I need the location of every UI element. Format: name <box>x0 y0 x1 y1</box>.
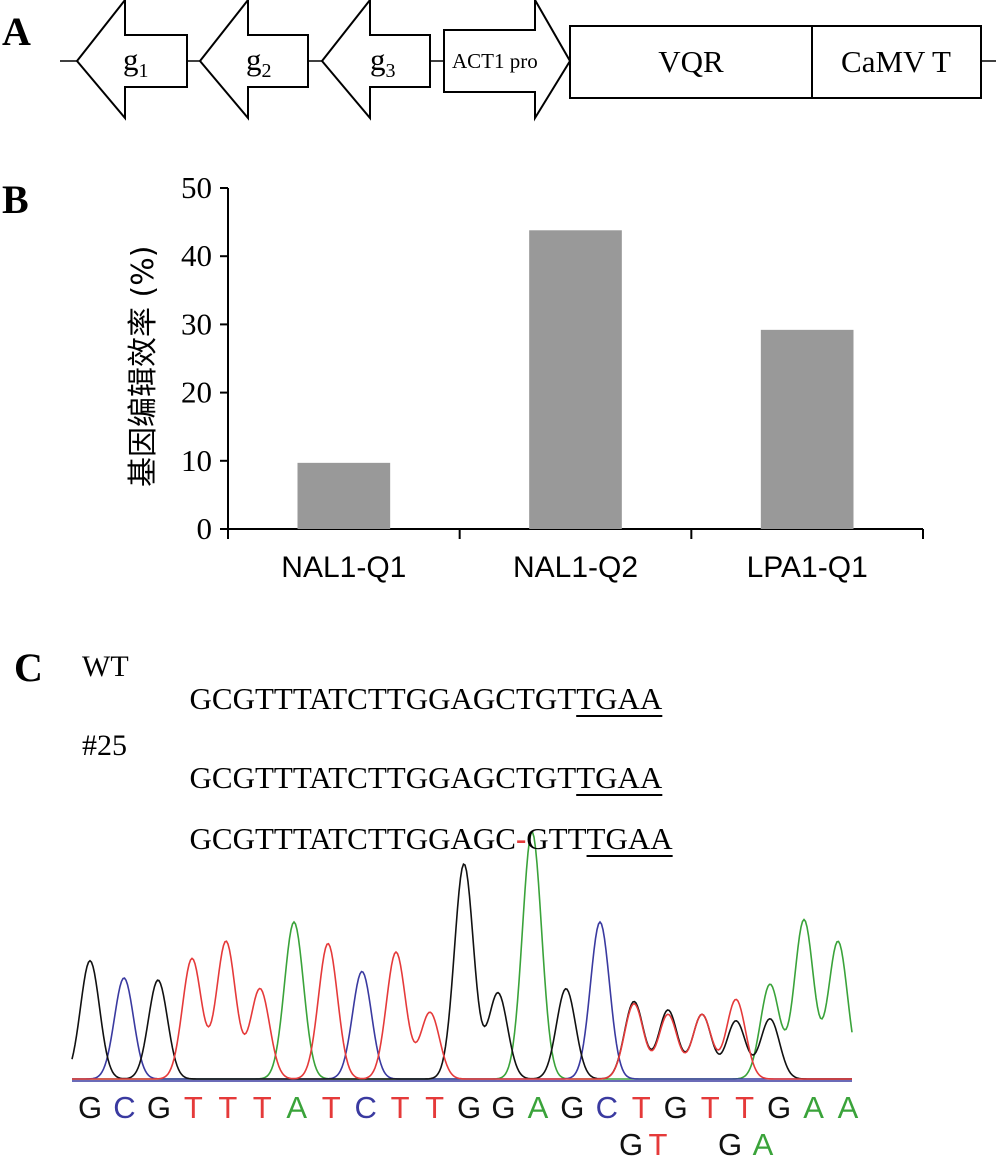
vqr-label: VQR <box>658 44 724 79</box>
mutant-allele-2-pam: TGAA <box>586 821 673 856</box>
camv-terminator-label: CaMV T <box>841 44 951 79</box>
bar-lpa1-q1 <box>760 329 854 529</box>
y-tick-label: 0 <box>197 511 213 546</box>
trace-g <box>71 863 852 1080</box>
y-tick-label: 40 <box>181 238 212 273</box>
camv-terminator-box <box>811 25 982 99</box>
y-tick-label: 30 <box>181 306 212 341</box>
mutant-allele-1-pam: TGAA <box>576 760 663 795</box>
base-call: T <box>735 1090 754 1125</box>
base-call: G <box>560 1090 584 1125</box>
g1-label: g1 <box>123 42 149 82</box>
x-tick-label: NAL1-Q2 <box>513 551 638 584</box>
construct-diagram: g1 g2 g3 ACT1 pro VQR CaMV T <box>60 0 996 122</box>
y-tick-label: 50 <box>181 170 212 205</box>
g3-arrow <box>320 0 431 121</box>
base-call: T <box>322 1090 341 1125</box>
base-call: G <box>78 1090 102 1125</box>
base-call: A <box>838 1090 859 1125</box>
wt-sequence-pam: TGAA <box>576 681 663 716</box>
base-call: G <box>457 1090 481 1125</box>
mutant-allele-1: GCGTTTATCTTGGAGCTGTTGAA <box>174 731 663 795</box>
y-tick-label: 20 <box>181 375 212 410</box>
mutant-allele-2: GCGTTTATCTTGGAGC-GTTTGAA <box>174 792 673 854</box>
sequencing-chromatogram: G C G T T T A T C T T G G A G C T G T T G A AG T G A <box>71 830 859 1160</box>
base-call: T <box>632 1090 651 1125</box>
g2-arrow <box>198 0 309 121</box>
secondary-base-call: T <box>649 1127 668 1160</box>
base-call: T <box>701 1090 720 1125</box>
secondary-base-call: G <box>619 1127 643 1160</box>
y-tick-label: 10 <box>181 443 212 478</box>
panel-label-b: B <box>2 177 29 222</box>
x-tick-label: NAL1-Q1 <box>281 551 406 584</box>
g2-label: g2 <box>246 42 272 82</box>
vqr-box <box>569 25 813 99</box>
panel-label-c: C <box>14 645 43 690</box>
mutant-allele-1-main: GCGTTTATCTTGGAGCTGT <box>189 760 577 795</box>
secondary-base-call: A <box>753 1127 774 1160</box>
deletion-mark: - <box>515 821 527 856</box>
base-call: A <box>803 1090 824 1125</box>
base-call: G <box>767 1090 791 1125</box>
base-call: C <box>354 1090 376 1125</box>
base-call: G <box>491 1090 515 1125</box>
act1-promoter-label: ACT1 pro <box>452 49 538 73</box>
base-call: C <box>596 1090 618 1125</box>
base-call: T <box>391 1090 410 1125</box>
mutant-label: #25 <box>82 729 127 762</box>
base-call: G <box>147 1090 171 1125</box>
act1-promoter-arrow <box>443 0 572 122</box>
bar-chart: 0 10 20 30 40 50 NAL1-Q1 NAL1-Q2 LPA1-Q1 <box>181 170 924 584</box>
wt-sequence: GCGTTTATCTTGGAGCTGTTGAA <box>174 652 663 716</box>
panel-label-a: A <box>2 9 31 54</box>
base-call: T <box>253 1090 272 1125</box>
base-call: C <box>113 1090 135 1125</box>
mutant-allele-2-part2: GTT <box>526 821 587 856</box>
y-axis-label: 基因编辑效率 (%) <box>126 245 161 487</box>
x-tick-label: LPA1-Q1 <box>747 551 868 584</box>
trace-t <box>72 940 852 1080</box>
base-call: A <box>528 1090 549 1125</box>
base-call: G <box>664 1090 688 1125</box>
g3-label: g3 <box>370 42 396 82</box>
wt-sequence-main: GCGTTTATCTTGGAGCTGT <box>189 681 577 716</box>
base-call: T <box>218 1090 237 1125</box>
bar-nal1-q1 <box>297 462 391 529</box>
base-call: T <box>425 1090 444 1125</box>
base-call: A <box>286 1090 307 1125</box>
wt-label: WT <box>82 650 129 683</box>
g1-arrow <box>75 0 188 121</box>
secondary-base-call: G <box>718 1127 742 1160</box>
base-call: T <box>184 1090 203 1125</box>
mutant-allele-2-part1: GCGTTTATCTTGGAGC <box>189 821 516 856</box>
bar-nal1-q2 <box>529 230 622 529</box>
